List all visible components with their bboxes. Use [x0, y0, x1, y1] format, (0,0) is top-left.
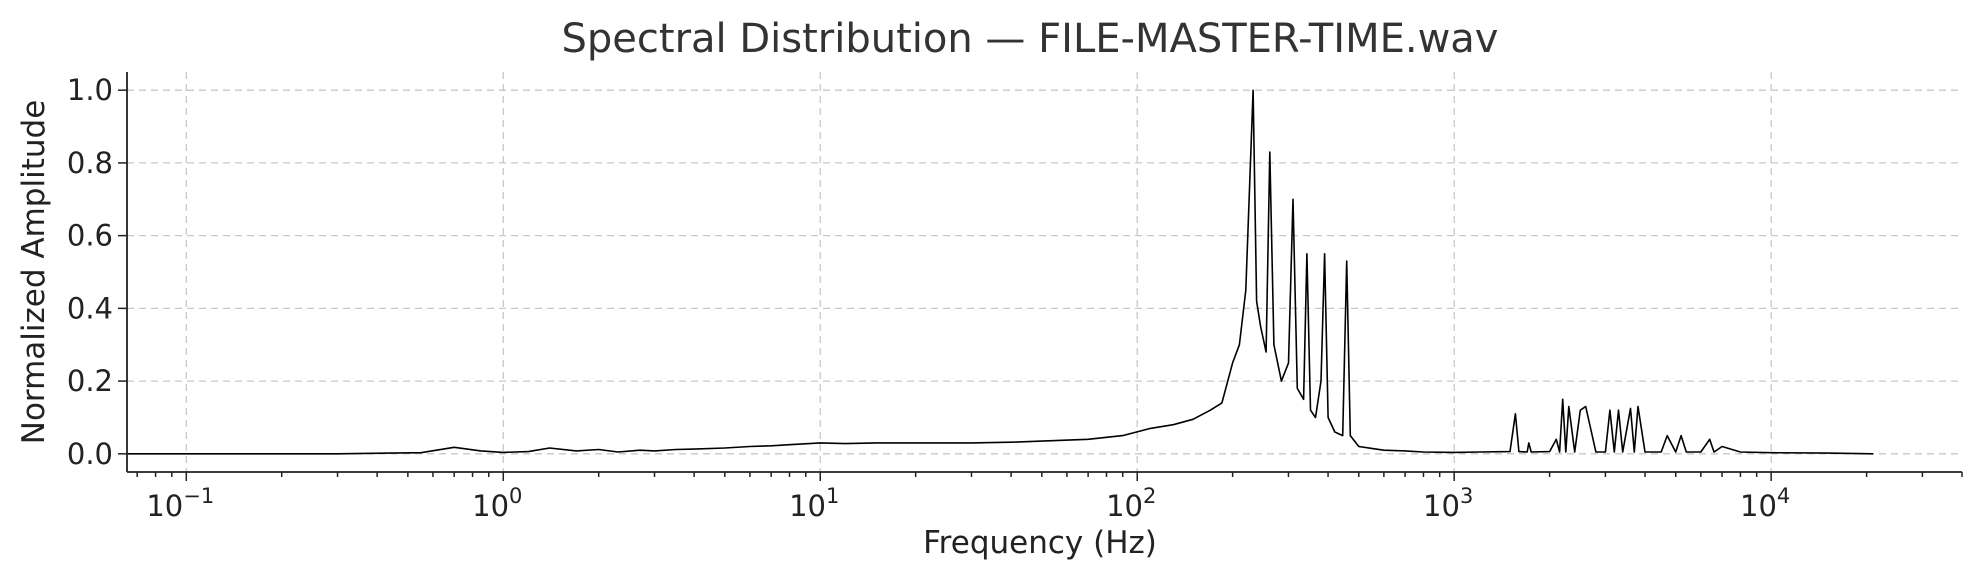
x-axis-ticks: 10−1 100 101 102 103 104 — [146, 472, 1790, 523]
chart-title: Spectral Distribution — FILE-MASTER-TIME… — [562, 16, 1499, 62]
y-tick-label: 1.0 — [67, 73, 113, 107]
y-axis-ticks: 0.0 0.2 0.4 0.6 0.8 1.0 — [67, 73, 127, 471]
spectrum-line — [127, 89, 1874, 455]
y-tick-label: 0.8 — [67, 146, 113, 180]
x-tick-label: 104 — [1740, 484, 1790, 523]
y-tick-label: 0.6 — [67, 219, 113, 253]
grid — [127, 72, 1962, 472]
y-tick-label: 0.4 — [67, 291, 113, 325]
x-tick-label: 10−1 — [146, 484, 214, 523]
y-tick-label: 0.0 — [67, 437, 113, 471]
x-tick-label: 103 — [1423, 484, 1473, 523]
y-tick-label: 0.2 — [67, 364, 113, 398]
y-axis-label: Normalized Amplitude — [16, 100, 52, 445]
x-axis-label: Frequency (Hz) — [923, 525, 1157, 561]
x-tick-label: 100 — [472, 484, 522, 523]
x-tick-label: 101 — [789, 484, 839, 523]
x-tick-label: 102 — [1106, 484, 1156, 523]
